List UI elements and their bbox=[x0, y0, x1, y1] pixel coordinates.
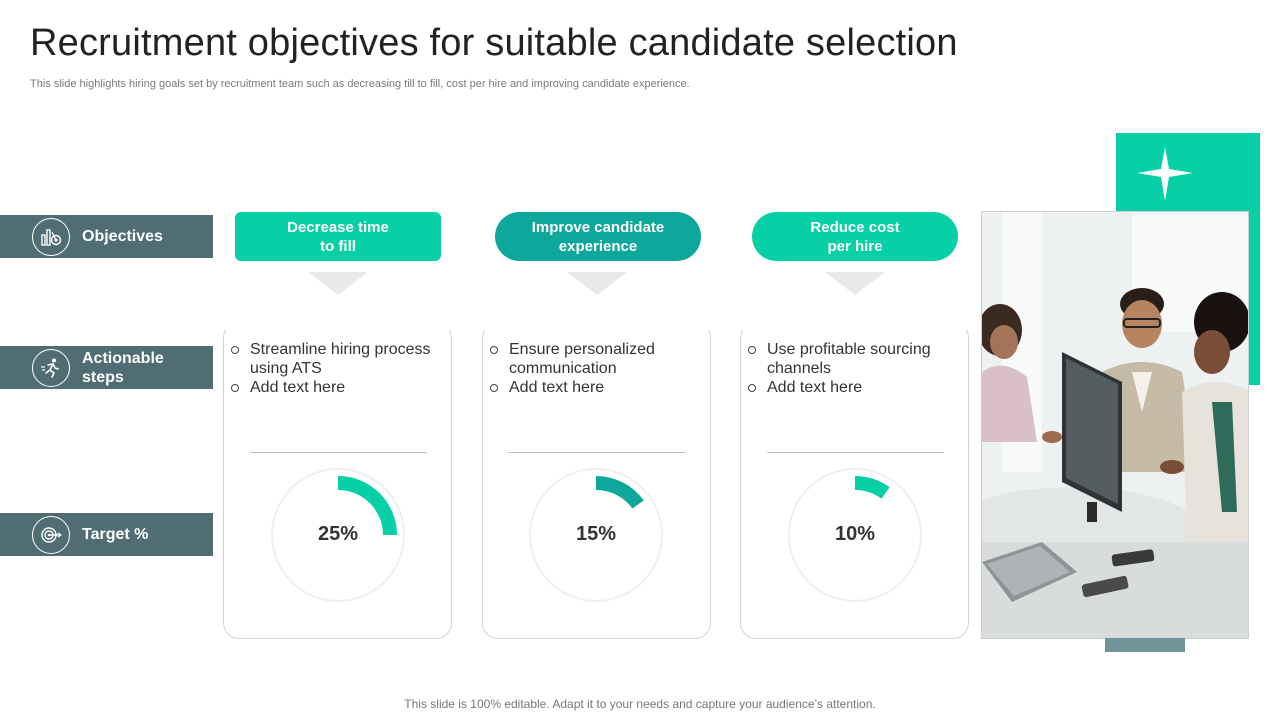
row-label-objectives: Objectives bbox=[0, 215, 213, 258]
step-text: Add text here bbox=[767, 379, 863, 396]
card-top-mask bbox=[482, 300, 711, 330]
row-label-target: Target % bbox=[0, 513, 213, 556]
objective-card-1 bbox=[223, 322, 452, 639]
row-label-actionable-text: Actionable steps bbox=[82, 349, 164, 387]
objective-1-line1: Decrease time bbox=[287, 218, 389, 236]
card-top-mask bbox=[223, 300, 452, 330]
bullet-icon bbox=[231, 346, 239, 354]
slide-footer: This slide is 100% editable. Adapt it to… bbox=[404, 697, 876, 711]
list-item: Add text here bbox=[490, 378, 690, 397]
step-text: Add text here bbox=[509, 379, 605, 396]
step-text: Ensure personalized communication bbox=[509, 341, 655, 377]
objective-2-line1: Improve candidate bbox=[531, 218, 665, 236]
row-label-actionable-line1: Actionable bbox=[82, 349, 164, 367]
photo-bottom-bar bbox=[1105, 638, 1185, 652]
bullet-icon bbox=[490, 384, 498, 392]
objective-3-line1: Reduce cost bbox=[810, 218, 900, 236]
slide-title: Recruitment objectives for suitable cand… bbox=[30, 22, 958, 64]
objective-2-line2: experience bbox=[558, 237, 638, 255]
bullet-icon bbox=[231, 384, 239, 392]
target-percent-2: 15% bbox=[575, 523, 617, 545]
gauge-outline bbox=[788, 468, 922, 602]
list-item: Add text here bbox=[231, 378, 431, 397]
steps-list-3: Use profitable sourcing channels Add tex… bbox=[748, 340, 948, 397]
pointer-arrow-3 bbox=[825, 272, 885, 295]
gauge-svg bbox=[271, 468, 405, 602]
divider-1 bbox=[250, 452, 427, 453]
step-text: Add text here bbox=[250, 379, 346, 396]
slide-subtitle: This slide highlights hiring goals set b… bbox=[30, 78, 690, 90]
gauge-arc bbox=[595, 476, 644, 509]
bullet-icon bbox=[748, 384, 756, 392]
bullet-icon bbox=[490, 346, 498, 354]
steps-list-1: Streamline hiring process using ATS Add … bbox=[231, 340, 431, 397]
gauge-outline bbox=[529, 468, 663, 602]
running-figure-icon bbox=[32, 348, 70, 387]
target-gauge-3: 10% bbox=[785, 465, 925, 605]
steps-list-2: Ensure personalized communication Add te… bbox=[490, 340, 690, 397]
pointer-arrow-1 bbox=[308, 272, 368, 295]
target-percent-3: 10% bbox=[834, 523, 876, 545]
objective-card-3 bbox=[740, 322, 969, 639]
row-label-actionable-line2: steps bbox=[82, 368, 124, 386]
list-item: Ensure personalized communication bbox=[490, 340, 690, 378]
divider-2 bbox=[508, 452, 685, 453]
gauge-outline bbox=[271, 468, 405, 602]
target-gauge-1: 25% bbox=[268, 465, 408, 605]
bullet-icon bbox=[748, 346, 756, 354]
sparkle-star-icon bbox=[1137, 147, 1193, 201]
row-label-actionable-steps: Actionable steps bbox=[0, 346, 213, 389]
row-label-target-text: Target % bbox=[82, 526, 149, 543]
objective-pill-1: Decrease time to fill bbox=[235, 212, 441, 261]
list-item: Add text here bbox=[748, 378, 948, 397]
objective-1-line2: to fill bbox=[320, 237, 356, 255]
gauge-arc bbox=[854, 476, 890, 499]
divider-3 bbox=[767, 452, 944, 453]
card-top-mask bbox=[740, 300, 969, 330]
bar-chart-target-icon bbox=[32, 217, 70, 256]
target-gauge-2: 15% bbox=[526, 465, 666, 605]
list-item: Use profitable sourcing channels bbox=[748, 340, 948, 378]
dartboard-arrow-icon bbox=[32, 515, 70, 554]
gauge-arc bbox=[337, 476, 397, 536]
step-text: Use profitable sourcing channels bbox=[767, 341, 931, 377]
objective-pill-3: Reduce cost per hire bbox=[752, 212, 958, 261]
objective-3-line2: per hire bbox=[827, 237, 883, 255]
gauge-svg bbox=[529, 468, 663, 602]
pointer-arrow-2 bbox=[567, 272, 627, 295]
team-meeting-illustration bbox=[982, 212, 1248, 638]
row-label-objectives-text: Objectives bbox=[82, 228, 163, 245]
objective-pill-2: Improve candidate experience bbox=[495, 212, 701, 261]
gauge-svg bbox=[788, 468, 922, 602]
step-text: Streamline hiring process using ATS bbox=[250, 341, 431, 377]
list-item: Streamline hiring process using ATS bbox=[231, 340, 431, 378]
target-percent-1: 25% bbox=[317, 523, 359, 545]
team-meeting-photo bbox=[981, 211, 1249, 639]
